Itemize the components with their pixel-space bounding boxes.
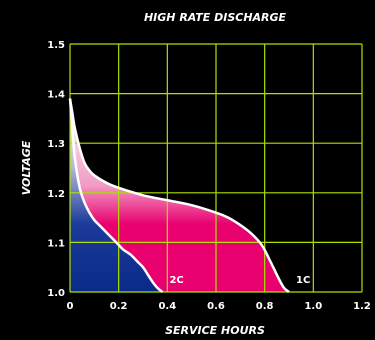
x-tick-label: 0 xyxy=(67,301,74,312)
plot-areas xyxy=(70,98,289,292)
y-axis-ticks: 1.0 1.1 1.2 1.3 1.4 1.5 xyxy=(47,40,65,299)
x-tick-label: 0.4 xyxy=(158,301,176,312)
y-tick-label: 1.4 xyxy=(47,90,65,101)
y-tick-label: 1.3 xyxy=(47,139,65,150)
x-tick-label: 1.2 xyxy=(353,301,371,312)
y-tick-label: 1.1 xyxy=(47,238,65,249)
series-1c-line xyxy=(68,98,290,294)
series-1c-label: 1C xyxy=(296,275,310,286)
chart-grid xyxy=(69,43,363,293)
x-tick-label: 0.6 xyxy=(207,301,225,312)
y-tick-label: 1.2 xyxy=(47,189,65,200)
series-2c-line xyxy=(68,98,164,293)
series-2c-label: 2C xyxy=(169,275,183,286)
y-axis-title: VOLTAGE xyxy=(20,140,33,195)
series-curves xyxy=(68,98,290,294)
x-tick-label: 0.2 xyxy=(110,301,128,312)
series-2c-area xyxy=(70,98,163,292)
series-1c-area xyxy=(70,98,289,292)
x-axis-ticks: 0 0.2 0.4 0.6 0.8 1.0 1.2 xyxy=(67,301,371,312)
y-tick-label: 1.0 xyxy=(47,288,65,299)
chart-title: HIGH RATE DISCHARGE xyxy=(144,11,287,24)
x-tick-label: 1.0 xyxy=(304,301,322,312)
y-tick-label: 1.5 xyxy=(47,40,65,51)
x-axis-title: SERVICE HOURS xyxy=(165,324,265,337)
x-tick-label: 0.8 xyxy=(256,301,274,312)
